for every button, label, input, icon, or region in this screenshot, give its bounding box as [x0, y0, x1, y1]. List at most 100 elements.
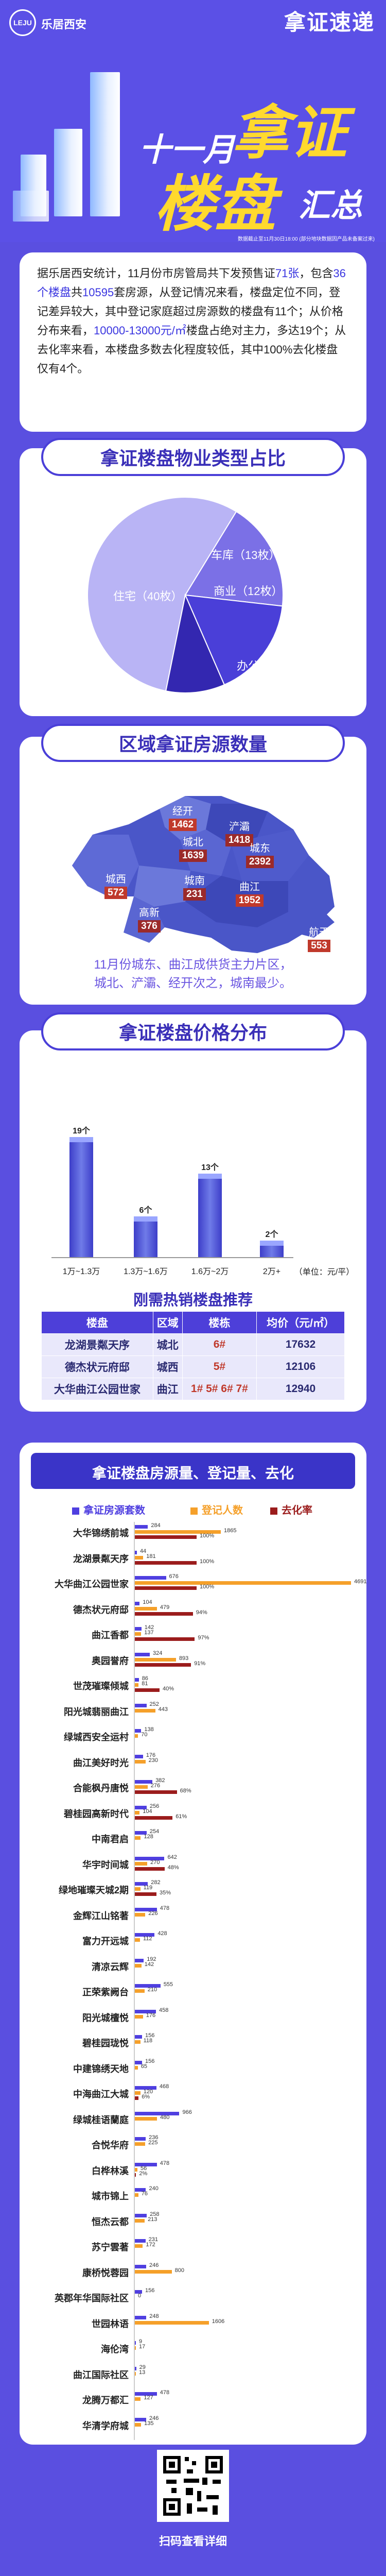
map-region-chengdong: 城东 2392: [239, 840, 280, 868]
price-axis: [51, 1257, 293, 1258]
reg-row-label: 碧桂园高新时代: [64, 1808, 129, 1819]
reg-row-label: 英郡年华国际社区: [55, 2293, 129, 2303]
hot-table-header: 楼盘 区域 楼栋 均价（元/㎡）: [41, 1311, 345, 1334]
bar-value-label: 225: [148, 2140, 158, 2146]
price-category-label: 1.6万~2万: [191, 1267, 229, 1276]
intro-text-4: 套房源，从登记情况来看，楼盘定位不同，登记差异较大，其中登记家庭超过房源数的楼盘…: [37, 286, 343, 337]
qr-code[interactable]: [157, 2450, 229, 2522]
registered-bar: [135, 2167, 137, 2172]
supply-bar: [135, 2213, 147, 2217]
intro-text-5: 楼盘占绝对主力，多达19个；从去化率来看，本楼盘多数去化程度较低，其中100%去…: [37, 324, 346, 375]
bar-value-label: 213: [148, 2216, 157, 2223]
pie-label-residential: 住宅（40枚）: [113, 590, 183, 603]
supply-bar: [135, 2290, 142, 2294]
registered-bar: [135, 2193, 138, 2197]
supply-bar: [135, 1805, 147, 1809]
registered-bar: [135, 1963, 142, 1968]
bar-value-label: 1865: [223, 1528, 237, 1534]
price-unit: （单位：元/平）: [294, 1268, 355, 1277]
bar-value-label: 458: [159, 2007, 169, 2013]
reg-row-label: 金辉江山铭著: [73, 1910, 129, 1921]
bar-value-label: 284: [151, 1522, 161, 1529]
registered-bar: [135, 2116, 157, 2121]
map-caption-line1: 11月份城东、曲江成供货主力片区，: [94, 958, 292, 972]
registered-bar: [135, 1810, 140, 1815]
supply-bar: [135, 2009, 156, 2013]
reg-row-label: 华清学府城: [82, 2420, 129, 2431]
table-row: 德杰状元府邸 城西 5# 12106: [41, 1355, 345, 1378]
map-region-chengbei: 城北 1639: [172, 834, 214, 862]
legend-swatch: [72, 1507, 79, 1515]
reg-row-label: 世茂璀璨倾城: [73, 1681, 129, 1691]
intro-text-3: 共: [71, 286, 83, 299]
bar-value-label: 120: [143, 2089, 153, 2095]
region-value: 1639: [179, 850, 207, 862]
bar-value-label: 13: [139, 2369, 146, 2376]
registered-bar: [135, 1861, 148, 1866]
registered-bar: [135, 2014, 143, 2019]
reg-row-label: 龙腾万都汇: [82, 2395, 129, 2405]
region-value: 2392: [245, 856, 274, 868]
bar-value-label: 231: [148, 2236, 159, 2243]
bar-value-label: 68%: [180, 1788, 191, 1794]
table-row: 龙湖景粼天序 城北 6# 17632: [41, 1333, 345, 1356]
rate-bar: [135, 1867, 165, 1871]
map-region-chengxi: 城西 572: [95, 871, 136, 899]
bar-value-label: 1606: [212, 2318, 225, 2325]
price-category-label: 2万+: [262, 1267, 281, 1276]
intro-num-2: 36个楼盘: [37, 267, 346, 299]
bar-value-label: 246: [149, 2415, 159, 2421]
hot-th: 楼盘: [41, 1311, 153, 1334]
supply-bar: [135, 2060, 142, 2064]
price-count-label: 2个: [265, 1230, 278, 1240]
supply-bar: [135, 2366, 136, 2370]
bar-value-label: 478: [160, 1905, 170, 1911]
bar-value-label: 4691: [354, 1579, 367, 1585]
region-value: 1952: [235, 894, 264, 907]
bar-value-label: 258: [150, 2211, 160, 2217]
data-note: 数据截止至11月30日18:00 (部分地块数据因产品未备案过来): [238, 236, 375, 242]
rate-bar: [135, 2173, 136, 2177]
rate-bar: [135, 1688, 160, 1692]
supply-bar: [135, 1882, 148, 1886]
bar-value-label: 100%: [200, 1533, 215, 1539]
region-name: 城南: [184, 875, 205, 887]
supply-bar: [135, 1831, 147, 1835]
pie-slice-商业: [184, 594, 283, 686]
title-month: 十一月: [139, 132, 235, 168]
supply-bar: [135, 1601, 140, 1605]
map-region-gaoxin: 高新 376: [129, 904, 170, 933]
hot-cell: 龙湖景粼天序: [41, 1333, 153, 1356]
intro-num-4: 10000-13000元/㎡: [94, 324, 186, 337]
bar-value-label: 181: [146, 1553, 156, 1560]
bar-value-label: 48%: [167, 1864, 179, 1871]
bar-value-label: 893: [179, 1655, 189, 1662]
supply-bar: [135, 1729, 142, 1733]
pie-label-office: 办公（7枚）: [237, 659, 300, 672]
region-name: 高新: [139, 907, 160, 919]
bar-value-label: 172: [146, 2242, 155, 2248]
bar-value-label: 6%: [142, 2094, 150, 2100]
price-bar-top: [134, 1216, 157, 1222]
pie-label-garage: 车库（13枚）: [211, 549, 280, 562]
rate-bar: [135, 1612, 193, 1616]
logo-text: 乐居西安: [41, 18, 87, 31]
supply-bar: [135, 1703, 147, 1707]
supply-bar: [135, 2137, 146, 2141]
rate-bar: [135, 1816, 173, 1820]
region-value: 231: [183, 888, 206, 901]
bar-value-label: 135: [144, 2420, 154, 2427]
bar-value-label: 138: [144, 1726, 154, 1733]
registered-bar: [135, 1632, 142, 1636]
bar-value-label: 555: [163, 1981, 173, 1988]
bar-value-label: 44: [139, 1548, 147, 1554]
reg-row-label: 中海曲江大城: [73, 2089, 129, 2099]
bar-value-label: 226: [148, 1910, 158, 1917]
price-bar: [69, 1141, 93, 1257]
price-category-label: 1万~1.3万: [62, 1267, 100, 1276]
reg-row-label: 碧桂园珑悦: [82, 2038, 129, 2048]
bar-value-label: 127: [144, 2395, 153, 2401]
region-value: 1418: [225, 834, 254, 846]
bar-value-label: 2%: [139, 2170, 148, 2177]
